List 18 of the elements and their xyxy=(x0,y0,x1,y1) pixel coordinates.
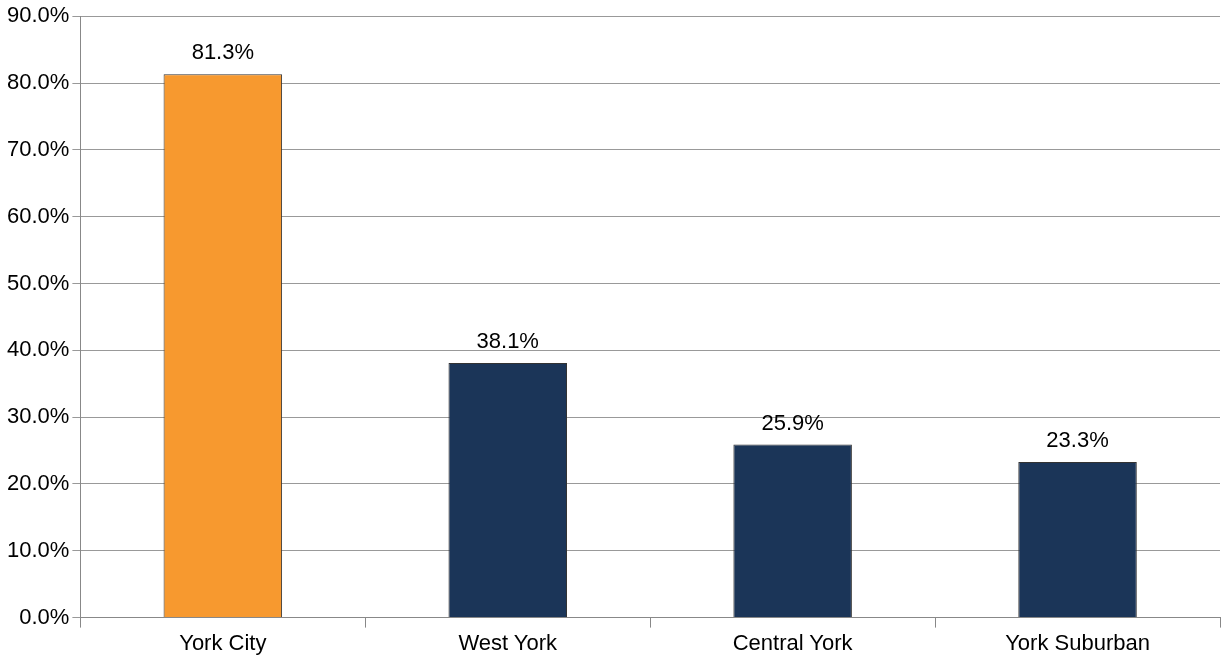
y-tick-label: 70.0% xyxy=(6,135,70,161)
y-tick-label: 90.0% xyxy=(6,2,70,28)
x-tick-label: Central York xyxy=(732,629,854,655)
y-tick-label: 20.0% xyxy=(6,470,70,496)
x-tick-label: York Suburban xyxy=(1005,629,1150,655)
y-tick-label: 40.0% xyxy=(6,336,70,362)
data-label: 25.9% xyxy=(761,409,824,435)
y-tick-label: 50.0% xyxy=(6,269,70,295)
y-tick-label: 0.0% xyxy=(19,603,70,629)
data-label: 81.3% xyxy=(191,39,255,65)
y-tick-label: 80.0% xyxy=(6,69,70,95)
data-label: 38.1% xyxy=(476,328,539,354)
x-tick-label: West York xyxy=(458,629,559,655)
y-tick-label: 60.0% xyxy=(6,202,70,228)
y-tick-label: 30.0% xyxy=(6,403,70,429)
y-tick-label: 10.0% xyxy=(6,536,70,562)
data-label: 23.3% xyxy=(1046,426,1109,452)
x-tick-label: York City xyxy=(179,629,267,655)
